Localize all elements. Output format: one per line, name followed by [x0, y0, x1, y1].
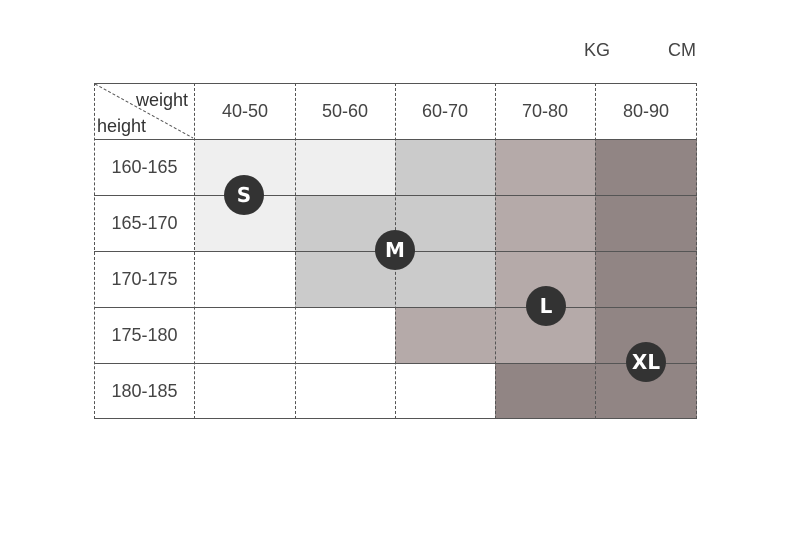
column-divider — [194, 83, 195, 419]
column-header: 50-60 — [321, 100, 369, 121]
column-header: 80-90 — [622, 100, 670, 121]
column-header: 60-70 — [421, 100, 469, 121]
zone-l — [495, 139, 595, 195]
corner-height-label: height — [97, 116, 147, 136]
zone-xl — [495, 363, 697, 419]
zone-m — [395, 139, 495, 195]
table-border-left — [94, 83, 95, 419]
size-badge-m: M — [375, 230, 415, 270]
unit-kg-label: KG — [584, 40, 611, 60]
zone-l — [495, 195, 595, 251]
unit-cm-label: CM — [668, 40, 696, 60]
table-border-right — [696, 83, 697, 419]
row-header: 160-165 — [111, 156, 178, 177]
row-header: 165-170 — [111, 212, 178, 233]
zone-s — [295, 139, 395, 195]
size-badge-l: L — [526, 286, 566, 326]
row-header: 170-175 — [111, 268, 178, 289]
corner-diagonal-line — [94, 83, 194, 139]
zone-xl — [595, 139, 697, 195]
size-badge-s: S — [224, 175, 264, 215]
column-header: 40-50 — [221, 100, 269, 121]
column-divider — [295, 83, 296, 419]
column-divider — [495, 83, 496, 419]
zone-xl — [595, 251, 697, 307]
corner-weight-label: weight — [136, 90, 189, 110]
row-header: 175-180 — [111, 324, 178, 345]
row-header: 180-185 — [111, 380, 178, 401]
size-chart-table: 40-50 50-60 60-70 70-80 80-90 160-165 16… — [94, 83, 697, 419]
column-header: 70-80 — [521, 100, 569, 121]
size-badge-xl: XL — [626, 342, 666, 382]
column-divider — [595, 83, 596, 419]
zone-xl — [595, 195, 697, 251]
